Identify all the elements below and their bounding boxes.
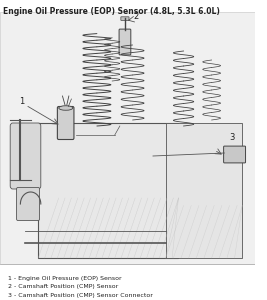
Text: 1 - Engine Oil Pressure (EOP) Sensor: 1 - Engine Oil Pressure (EOP) Sensor bbox=[8, 276, 121, 281]
Text: 3: 3 bbox=[229, 134, 235, 142]
Text: 2 - Camshaft Position (CMP) Sensor: 2 - Camshaft Position (CMP) Sensor bbox=[8, 284, 118, 290]
FancyBboxPatch shape bbox=[10, 123, 41, 189]
FancyBboxPatch shape bbox=[119, 29, 131, 55]
FancyBboxPatch shape bbox=[224, 146, 246, 163]
Text: 1: 1 bbox=[19, 98, 24, 106]
Text: 3 - Camshaft Position (CMP) Sensor Connector: 3 - Camshaft Position (CMP) Sensor Conne… bbox=[8, 293, 152, 298]
Ellipse shape bbox=[59, 106, 73, 110]
FancyBboxPatch shape bbox=[17, 188, 40, 220]
FancyBboxPatch shape bbox=[0, 12, 255, 264]
Text: Engine Oil Pressure (EOP) Sensor (4.8L, 5.3L 6.0L): Engine Oil Pressure (EOP) Sensor (4.8L, … bbox=[3, 8, 219, 16]
FancyBboxPatch shape bbox=[121, 17, 129, 20]
FancyBboxPatch shape bbox=[166, 123, 242, 258]
FancyBboxPatch shape bbox=[38, 123, 178, 258]
FancyBboxPatch shape bbox=[57, 106, 74, 140]
Text: 2: 2 bbox=[134, 12, 139, 21]
